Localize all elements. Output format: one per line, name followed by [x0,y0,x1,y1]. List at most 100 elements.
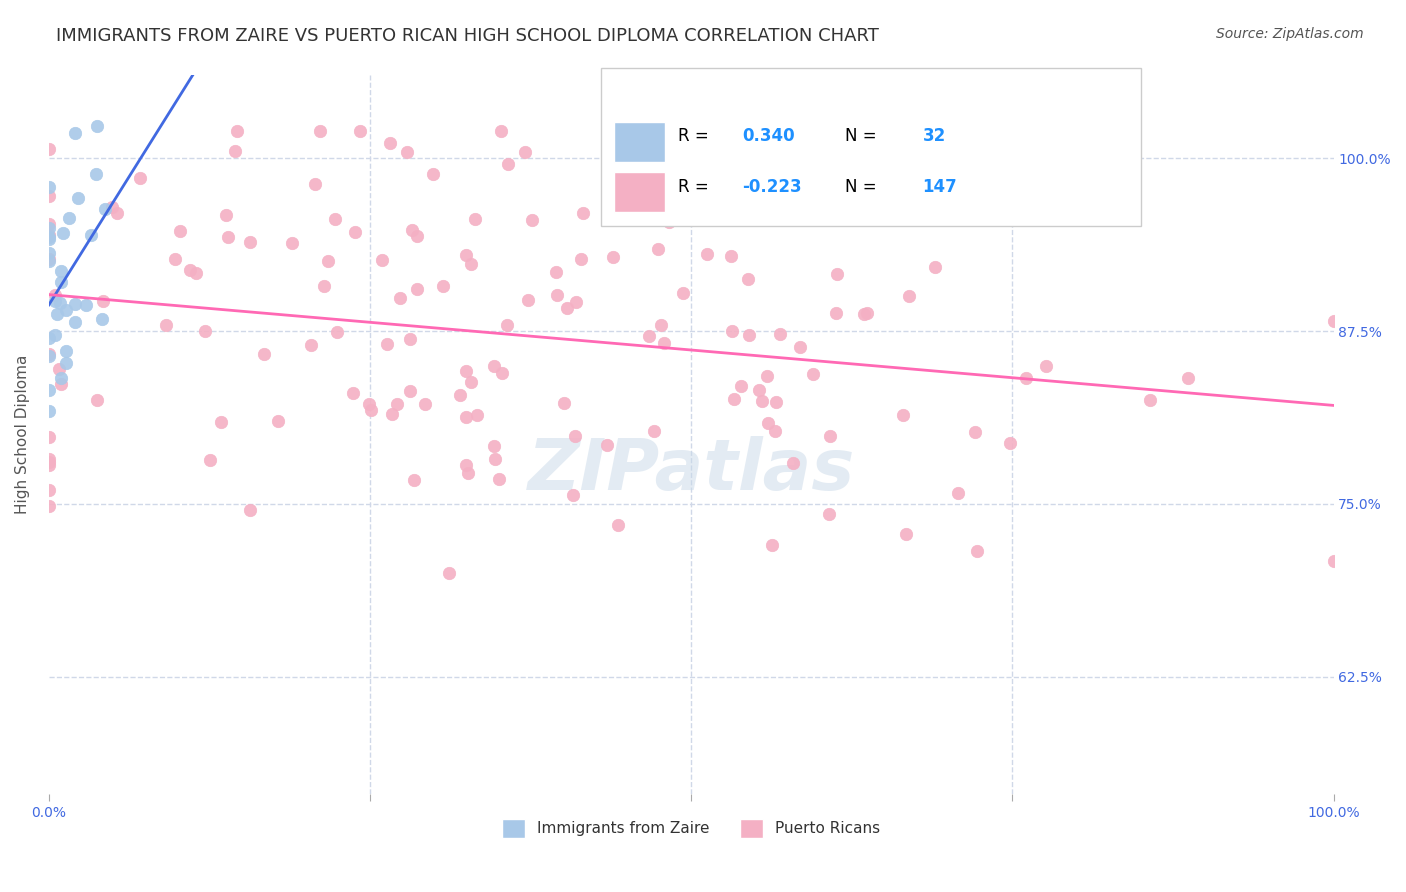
Point [696,247,718,261]
Point [52,226,75,240]
Text: 147: 147 [922,178,957,195]
Point [456,409,478,424]
Point [522,213,544,227]
Point [553,396,575,410]
Point [432,279,454,293]
Point [217,230,239,244]
Point [763,424,786,438]
Text: IMMIGRANTS FROM ZAIRE VS PUERTO RICAN HIGH SCHOOL DIPLOMA CORRELATION CHART: IMMIGRANTS FROM ZAIRE VS PUERTO RICAN HI… [56,27,879,45]
Point [658,215,681,229]
Point [80,228,103,243]
Point [482,439,505,453]
Point [91,293,114,308]
Point [378,136,401,150]
Point [38,483,60,497]
Point [606,518,628,533]
Point [1322,313,1344,327]
Point [38,221,60,235]
Point [565,295,588,310]
Point [129,171,152,186]
Point [308,123,330,137]
Point [650,318,672,332]
Point [603,123,626,137]
Point [401,223,423,237]
Point [38,229,60,244]
Point [38,253,60,268]
Point [891,408,914,422]
Point [1139,393,1161,408]
Point [55,356,77,370]
Point [49,264,72,278]
Point [966,544,988,558]
Point [49,296,72,310]
Point [720,324,742,338]
Point [38,189,60,203]
Point [761,538,783,552]
Point [652,336,675,351]
Point [449,388,471,402]
Point [748,383,770,397]
Point [1177,371,1199,385]
Point [184,266,207,280]
Point [516,293,538,307]
Point [460,375,482,389]
Point [224,144,246,158]
Point [44,288,66,302]
Text: -0.223: -0.223 [742,178,803,195]
Text: R =: R = [678,128,714,145]
Point [852,307,875,321]
Point [818,429,841,443]
Text: 32: 32 [922,128,946,145]
Point [267,414,290,428]
Point [647,242,669,256]
Point [643,424,665,438]
Point [751,393,773,408]
Point [46,307,69,321]
Point [546,287,568,301]
Point [569,252,592,267]
Point [65,297,87,311]
Point [399,384,422,398]
Point [55,344,77,359]
Point [312,279,335,293]
Point [998,435,1021,450]
Point [38,246,60,260]
Point [349,123,371,137]
Point [402,474,425,488]
Point [342,385,364,400]
Point [66,191,89,205]
Point [105,205,128,219]
Point [385,397,408,411]
Point [730,378,752,392]
Point [179,263,201,277]
Point [38,331,60,345]
Point [44,294,66,309]
Point [63,316,86,330]
Point [825,267,848,281]
Text: 0.340: 0.340 [742,128,796,145]
Point [737,327,759,342]
Point [371,252,394,267]
Point [200,453,222,467]
Point [491,366,513,380]
Text: Source: ZipAtlas.com: Source: ZipAtlas.com [1216,27,1364,41]
Point [38,458,60,473]
Point [464,212,486,227]
Text: N =: N = [845,128,882,145]
Point [638,329,661,343]
Point [38,252,60,266]
Text: ZIPatlas: ZIPatlas [527,436,855,505]
Point [90,311,112,326]
Point [456,458,478,472]
Point [825,306,848,320]
Point [75,297,97,311]
Point [38,404,60,418]
Point [38,430,60,444]
Point [38,455,60,469]
Point [896,527,918,541]
Text: N =: N = [845,178,882,195]
Point [924,260,946,274]
Point [360,402,382,417]
Point [84,167,107,181]
Point [58,211,80,226]
